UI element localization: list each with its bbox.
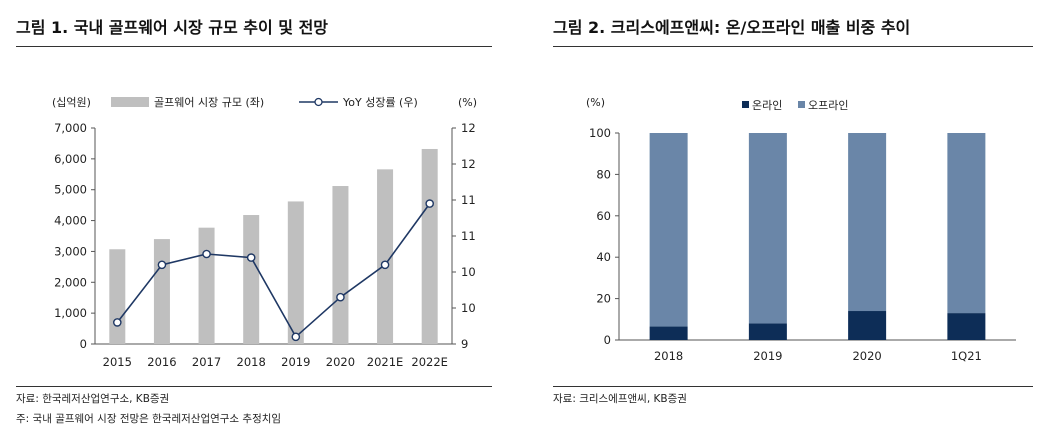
y-right-tick-label: 10 [461, 301, 476, 315]
figure-1-bottom-rule [16, 386, 492, 387]
bar-offline [649, 133, 688, 327]
y-right-tick-label: 12 [461, 157, 476, 171]
figure-1-top-rule [16, 46, 492, 47]
bar-market-size [377, 169, 394, 344]
point-yoy-growth [202, 249, 211, 259]
y-left-tick-label: 100 [589, 126, 611, 140]
bar-online [748, 323, 787, 340]
point-yoy-growth [380, 260, 390, 270]
x-tick-label: 1Q21 [951, 349, 982, 363]
point-yoy-growth [291, 332, 301, 342]
y-right-unit: (%) [458, 96, 477, 109]
point-yoy-growth [113, 318, 122, 327]
x-tick-label: 2019 [281, 355, 310, 369]
bar-online [649, 326, 688, 340]
legend-label-bar: 골프웨어 시장 규모 (좌) [154, 96, 264, 109]
bar-market-size [109, 249, 126, 344]
legend-label-offline: 오프라인 [808, 99, 848, 112]
line-yoy-growth [116, 203, 431, 339]
figure-1-chart: (십억원) (%) 골프웨어 시장 규모 (좌) YoY 성장률 (우) 0 1,000 2… [52, 96, 477, 369]
y-left-tick-label: 6,000 [54, 152, 87, 166]
legend-swatch-offline [798, 101, 805, 108]
legend-marker-line [314, 97, 323, 107]
y-right-tick-label: 11 [461, 229, 476, 243]
x-tick-label: 2019 [753, 349, 782, 363]
legend-label-online: 온라인 [752, 99, 782, 112]
y-right-tick-label: 12 [461, 121, 476, 135]
y-right-tick-label: 11 [461, 193, 476, 207]
figure-1-source: 자료: 한국레저산업연구소, KB증권 [16, 393, 170, 405]
bar-online [947, 313, 986, 340]
bar-market-size [198, 227, 215, 344]
y-right-tick-label: 10 [461, 265, 476, 279]
figure-1-footnote: 주: 국내 골프웨어 시장 전망은 한국레저산업연구소 추정치임 [16, 413, 282, 425]
y-left-tick-label: 7,000 [54, 121, 87, 135]
figure-1-panel: 그림 1. 국내 골프웨어 시장 규모 추이 및 전망 (십억원) (%) 골프웨어… [0, 0, 500, 442]
x-tick-label: 2018 [654, 349, 683, 363]
bar-market-size [287, 201, 304, 344]
figure-1-title: 그림 1. 국내 골프웨어 시장 규모 추이 및 전망 [16, 18, 329, 37]
point-yoy-growth [336, 292, 345, 302]
figure-2-top-rule [553, 46, 1033, 47]
bar-online [848, 311, 887, 340]
y-left-tick-label: 80 [596, 167, 611, 181]
y-right-tick-label: 9 [461, 337, 468, 351]
figure-2-panel: 그림 2. 크리스에프앤씨: 온/오프라인 매출 비중 추이 (%) 온라인 오프라… [548, 0, 1047, 442]
bar-offline [748, 133, 787, 324]
y-left-tick-label: 3,000 [54, 244, 87, 258]
x-tick-label: 2015 [103, 355, 132, 369]
figure-2-bottom-rule [553, 386, 1033, 387]
x-tick-label: 2020 [326, 355, 355, 369]
y-left-tick-label: 4,000 [54, 214, 87, 228]
x-tick-label: 2018 [237, 355, 266, 369]
bar-market-size [421, 148, 438, 344]
y-left-tick-label: 2,000 [54, 275, 87, 289]
point-yoy-growth [157, 260, 167, 270]
y-left-tick-label: 60 [596, 209, 611, 223]
x-tick-label: 2016 [147, 355, 176, 369]
x-tick-label: 2017 [192, 355, 221, 369]
legend-swatch-online [742, 101, 749, 108]
point-yoy-growth [425, 199, 434, 208]
point-yoy-growth [246, 253, 256, 262]
y-left-tick-label: 20 [596, 292, 611, 306]
bar-offline [947, 133, 986, 314]
y-left-tick-label: 1,000 [54, 306, 87, 320]
y-left-tick-label: 0 [80, 337, 87, 351]
bar-market-size [153, 239, 170, 344]
y-left-tick-label: 40 [596, 250, 611, 264]
x-tick-label: 2021E [367, 355, 404, 369]
legend-label-line: YoY 성장률 (우) [342, 96, 418, 109]
figure-2-title: 그림 2. 크리스에프앤씨: 온/오프라인 매출 비중 추이 [553, 18, 911, 37]
y-left-tick-label: 5,000 [54, 183, 87, 197]
bar-market-size [332, 186, 349, 344]
x-tick-label: 2022E [411, 355, 448, 369]
legend-swatch-bar [111, 97, 149, 107]
y-left-unit: (%) [586, 96, 605, 109]
figure-2-source: 자료: 크리스에프앤씨, KB증권 [553, 393, 687, 405]
y-left-tick-label: 0 [604, 333, 611, 347]
bar-offline [848, 133, 887, 312]
bar-market-size [243, 215, 260, 344]
figure-2-chart: (%) 온라인 오프라인 0 20 40 60 80 100 2018 2019 2020 1Q21 [586, 96, 1016, 363]
x-tick-label: 2020 [852, 349, 881, 363]
y-left-unit: (십억원) [52, 96, 91, 109]
